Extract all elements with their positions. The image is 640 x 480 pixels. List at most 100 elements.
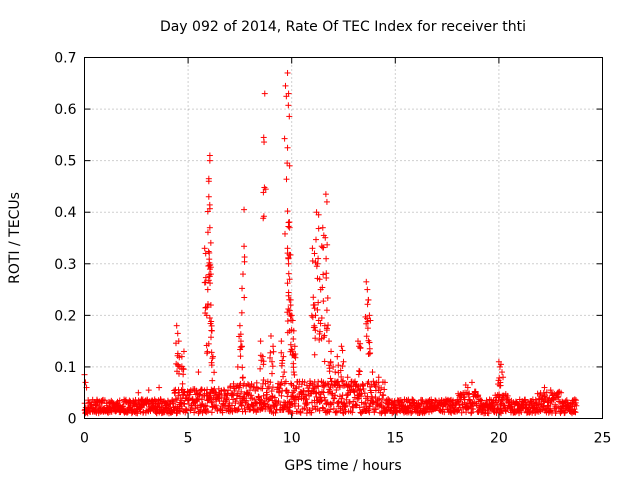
- data-point-marker: [365, 378, 372, 385]
- data-point-marker: [339, 363, 346, 370]
- data-point-marker: [364, 286, 371, 293]
- data-point-marker: [179, 380, 186, 387]
- data-point-marker: [264, 391, 271, 398]
- data-point-marker: [496, 406, 503, 413]
- y-tick-label: 0.5: [54, 154, 76, 170]
- data-point-marker: [468, 379, 475, 386]
- data-point-marker: [323, 307, 330, 314]
- data-point-marker: [205, 175, 212, 182]
- data-point-marker: [209, 398, 216, 405]
- data-point-marker: [213, 402, 220, 409]
- data-point-marker: [285, 255, 292, 262]
- data-point-marker: [278, 338, 285, 345]
- data-point-marker: [540, 403, 547, 410]
- data-point-marker: [206, 152, 213, 159]
- data-point-marker: [323, 325, 330, 332]
- data-point-marker: [385, 396, 392, 403]
- data-point-marker: [309, 257, 316, 264]
- data-point-marker: [352, 378, 359, 385]
- data-point-marker: [315, 383, 322, 390]
- data-point-marker: [122, 398, 129, 405]
- data-point-marker: [173, 397, 180, 404]
- data-point-marker: [324, 295, 331, 302]
- data-point-marker: [342, 408, 349, 415]
- data-point-marker: [472, 388, 479, 395]
- data-point-marker: [364, 325, 371, 332]
- data-point-marker: [238, 402, 245, 409]
- data-point-marker: [468, 410, 475, 417]
- data-point-marker: [207, 239, 214, 246]
- data-point-marker: [310, 294, 317, 301]
- data-point-marker: [428, 396, 435, 403]
- data-point-marker: [236, 322, 243, 329]
- data-point-marker: [275, 398, 282, 405]
- data-point-marker: [268, 358, 275, 365]
- data-point-marker: [205, 340, 212, 347]
- data-point-marker: [500, 374, 507, 381]
- data-point-marker: [496, 382, 503, 389]
- data-point-marker: [239, 374, 246, 381]
- data-point-marker: [337, 367, 344, 374]
- data-point-marker: [206, 157, 213, 164]
- data-point-marker: [465, 391, 472, 398]
- data-point-marker: [270, 348, 277, 355]
- data-point-marker: [232, 400, 239, 407]
- data-point-marker: [335, 362, 342, 369]
- data-point-marker: [244, 390, 251, 397]
- data-point-marker: [338, 373, 345, 380]
- data-point-marker: [300, 387, 307, 394]
- data-point-marker: [285, 289, 292, 296]
- data-point-marker: [272, 409, 279, 416]
- data-point-marker: [340, 377, 347, 384]
- data-point-marker: [275, 388, 282, 395]
- data-point-marker: [497, 379, 504, 386]
- data-point-marker: [496, 374, 503, 381]
- data-point-marker: [357, 344, 364, 351]
- data-point-marker: [229, 408, 236, 415]
- data-point-marker: [366, 339, 373, 346]
- data-point-marker: [204, 301, 211, 308]
- data-point-marker: [201, 279, 208, 286]
- data-point-marker: [320, 383, 327, 390]
- data-point-marker: [463, 409, 470, 416]
- data-point-marker: [315, 225, 322, 232]
- data-point-marker: [312, 390, 319, 397]
- data-point-marker: [301, 405, 308, 412]
- data-point-marker: [264, 378, 271, 385]
- data-point-marker: [407, 405, 414, 412]
- data-point-marker: [211, 369, 218, 376]
- data-point-marker: [202, 274, 209, 281]
- data-point-marker: [164, 401, 171, 408]
- data-point-marker: [170, 399, 177, 406]
- data-point-marker: [293, 385, 300, 392]
- data-point-marker: [489, 402, 496, 409]
- data-point-marker: [281, 399, 288, 406]
- data-point-marker: [369, 369, 376, 376]
- data-point-marker: [547, 407, 554, 414]
- data-point-marker: [283, 176, 290, 183]
- data-point-marker: [240, 271, 247, 278]
- data-point-marker: [246, 387, 253, 394]
- data-point-marker: [261, 139, 268, 146]
- data-point-marker: [323, 255, 330, 262]
- data-point-marker: [522, 400, 529, 407]
- data-point-marker: [547, 387, 554, 394]
- data-point-marker: [319, 284, 326, 291]
- data-point-marker: [327, 375, 334, 382]
- x-tick-label: 20: [490, 431, 508, 447]
- data-point-marker: [209, 353, 216, 360]
- data-point-marker: [288, 326, 295, 333]
- data-point-marker: [208, 349, 215, 356]
- data-point-marker: [231, 387, 238, 394]
- grid: [84, 57, 603, 419]
- data-points: [81, 69, 580, 417]
- data-point-marker: [201, 387, 208, 394]
- data-point-marker: [116, 397, 123, 404]
- data-point-marker: [548, 389, 555, 396]
- data-point-marker: [284, 69, 291, 76]
- data-point-marker: [323, 274, 330, 281]
- data-point-marker: [175, 370, 182, 377]
- data-point-marker: [485, 410, 492, 417]
